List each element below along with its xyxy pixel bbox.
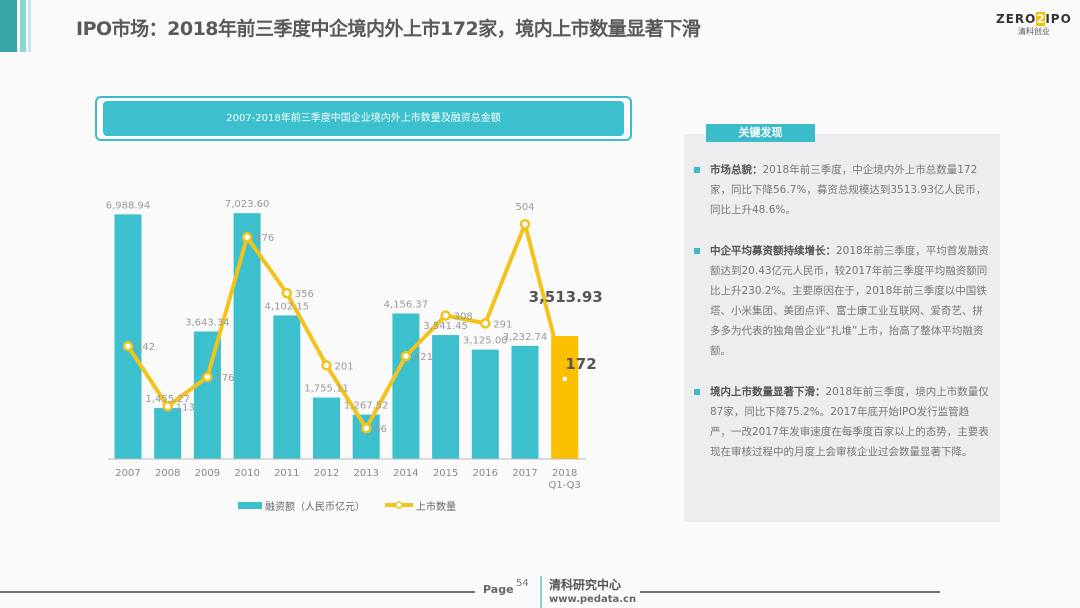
x-tick-label: 2008 (155, 468, 180, 479)
footer-divider (640, 591, 940, 593)
bullet-icon (694, 389, 700, 395)
x-tick-label: 2014 (393, 468, 418, 479)
org-name: 清科研究中心 (549, 578, 622, 592)
footer-vertical-divider (540, 576, 542, 608)
bar (471, 349, 499, 459)
line-label: 113 (176, 402, 195, 413)
left-accent-bar (28, 0, 31, 52)
bar-label: 4,102.15 (265, 301, 310, 312)
x-tick-label: 2017 (512, 468, 537, 479)
line-label: 242 (136, 342, 155, 353)
line-label: 476 (255, 233, 274, 244)
finding-title: 境内上市数量显著下滑： (710, 386, 826, 398)
bar (352, 414, 380, 459)
line-series (126, 222, 567, 431)
x-tick-label: 2012 (314, 468, 339, 479)
finding-item: 中企平均募资额持续增长：2018年前三季度，平均首发融资额达到20.43亿元人民… (694, 241, 990, 361)
left-accent-bar (20, 0, 26, 52)
line-point (281, 287, 293, 299)
bar-label: 1,755.11 (304, 384, 349, 395)
finding-item: 市场总貌：2018年前三季度，中企境内外上市总数量172家，同比下降56.7%，… (694, 160, 990, 220)
line-label: 66 (374, 424, 387, 435)
line-label: 504 (515, 202, 534, 213)
x-tick-label: 2016 (473, 468, 498, 479)
bar-label: 6,988.94 (106, 200, 151, 211)
line-point (241, 231, 253, 243)
bar (273, 315, 301, 459)
bar-label: 7,023.60 (225, 199, 270, 210)
bar (313, 397, 340, 459)
line-point (440, 310, 451, 321)
finding-body: 2018年前三季度，中企境内外上市总数量172家，同比下降56.7%，募资总规模… (710, 164, 987, 216)
line-label: 221 (414, 352, 433, 363)
x-tick-label: 2007 (115, 468, 140, 479)
finding-item: 境内上市数量显著下滑：2018年前三季度，境内上市数量仅87家，同比下降75.2… (694, 382, 990, 462)
line-point (162, 401, 173, 412)
line-point (480, 318, 491, 329)
bar (154, 408, 182, 459)
bar (114, 214, 142, 459)
left-accent-bar (0, 0, 17, 52)
key-findings-panel (684, 134, 1000, 522)
page-title: IPO市场：2018年前三季度中企境内外上市172家，境内上市数量显著下滑 (76, 18, 701, 40)
line-point (519, 218, 531, 230)
line-label: 172 (565, 355, 596, 373)
legend-bar-swatch (238, 502, 262, 509)
line-point (562, 376, 567, 381)
x-tick-label: Q1-Q3 (548, 480, 580, 491)
legend-label: 上市数量 (416, 500, 456, 513)
line-point (122, 340, 134, 352)
x-tick-label: 2009 (195, 468, 220, 479)
bar-label: 3,643.34 (185, 317, 230, 328)
finding-title: 市场总貌： (710, 164, 763, 176)
finding-body: 2018年前三季度，境内上市数量仅87家，同比下降75.2%。2017年底开始I… (710, 386, 989, 458)
bar-highlight (551, 336, 579, 459)
bar-label: 3,513.93 (529, 288, 603, 306)
chart-title: 2007-2018年前三季度中国企业境内外上市数量及融资总金额 (103, 101, 624, 136)
line-label: 201 (335, 361, 354, 372)
bar-label: 3,232.74 (503, 332, 548, 343)
line-label: 291 (493, 319, 512, 330)
bar-label: 3,125.00 (463, 336, 508, 347)
line-point (321, 360, 332, 371)
x-tick-label: 2010 (234, 468, 259, 479)
bar (432, 335, 460, 459)
finding-body: 2018年前三季度，平均首发融资额达到20.43亿元人民币，较2017年前三季度… (710, 245, 989, 357)
legend-line-marker (395, 501, 403, 509)
bar (511, 345, 539, 459)
line-label: 308 (454, 311, 473, 322)
x-tick-label: 2013 (353, 468, 378, 479)
line-point (400, 350, 412, 362)
bar (392, 313, 420, 459)
org-url: www.pedata.cn (549, 594, 637, 605)
chart-title-box: 2007-2018年前三季度中国企业境内外上市数量及融资总金额 (95, 96, 632, 141)
line-label: 176 (215, 373, 234, 384)
legend-label: 融资额（人民币亿元） (265, 500, 365, 513)
zero2ipo-logo: ZERO2IPO 清科创业 (996, 12, 1072, 36)
line-point (202, 371, 213, 383)
bullet-icon (694, 248, 700, 254)
bar-label: 3,541.45 (423, 321, 468, 332)
x-tick-label: 2011 (274, 468, 299, 479)
bar-label: 1,267.52 (344, 401, 389, 412)
line-label: 356 (295, 289, 314, 300)
bar (193, 331, 221, 459)
x-tick-label: 2015 (433, 468, 458, 479)
key-findings-heading: 关键发现 (706, 124, 815, 142)
bar (233, 213, 261, 459)
bar-label: 4,156.37 (384, 300, 429, 311)
bullet-icon (694, 167, 700, 173)
page-label: Page (483, 583, 514, 596)
finding-title: 中企平均募资额持续增长： (710, 245, 836, 257)
line-point (360, 422, 372, 434)
footer-divider (0, 591, 475, 593)
page-number: 54 (516, 578, 529, 589)
x-tick-label: 2018 (552, 468, 577, 479)
bar-label: 1,455.27 (145, 394, 190, 405)
